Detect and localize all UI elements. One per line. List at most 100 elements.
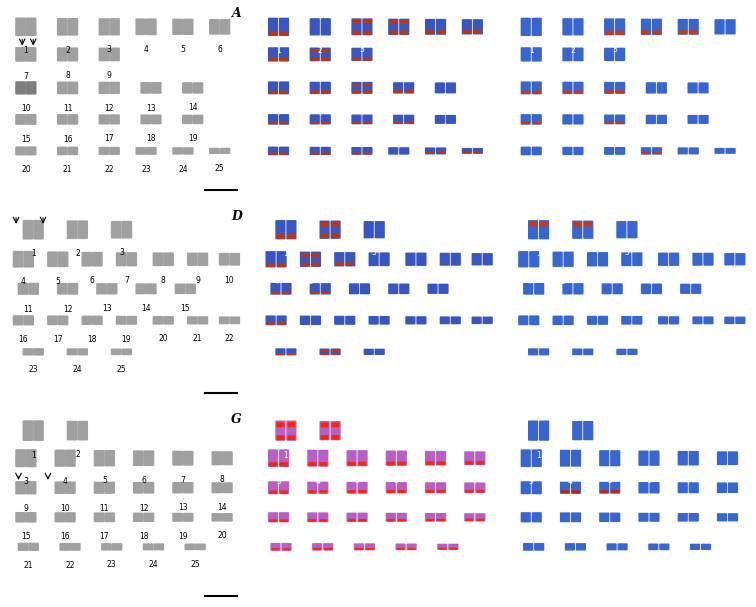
Text: 17: 17 — [53, 335, 63, 344]
Text: 18: 18 — [392, 532, 401, 541]
FancyBboxPatch shape — [476, 452, 485, 465]
FancyBboxPatch shape — [280, 31, 288, 35]
FancyBboxPatch shape — [268, 481, 278, 494]
FancyBboxPatch shape — [397, 548, 404, 550]
FancyBboxPatch shape — [183, 513, 194, 522]
FancyBboxPatch shape — [277, 251, 287, 268]
Text: 16: 16 — [271, 335, 281, 344]
FancyBboxPatch shape — [572, 421, 582, 440]
FancyBboxPatch shape — [529, 251, 539, 268]
FancyBboxPatch shape — [561, 490, 569, 493]
Text: 25: 25 — [696, 560, 705, 569]
FancyBboxPatch shape — [425, 482, 435, 493]
Text: 18: 18 — [88, 335, 97, 344]
Text: 10: 10 — [477, 276, 487, 285]
FancyBboxPatch shape — [621, 316, 631, 325]
FancyBboxPatch shape — [621, 253, 631, 266]
FancyBboxPatch shape — [436, 482, 446, 493]
FancyBboxPatch shape — [300, 251, 310, 267]
Text: 16: 16 — [524, 335, 534, 344]
FancyBboxPatch shape — [280, 121, 288, 124]
Text: F: F — [739, 210, 747, 223]
FancyBboxPatch shape — [151, 115, 162, 124]
Text: 21: 21 — [699, 334, 708, 344]
Text: 22: 22 — [318, 561, 327, 569]
FancyBboxPatch shape — [144, 450, 154, 466]
FancyBboxPatch shape — [308, 490, 316, 493]
FancyBboxPatch shape — [649, 513, 659, 522]
FancyBboxPatch shape — [604, 115, 615, 124]
FancyBboxPatch shape — [229, 253, 240, 266]
FancyBboxPatch shape — [562, 82, 572, 94]
Text: 19: 19 — [178, 532, 187, 541]
FancyBboxPatch shape — [352, 48, 361, 61]
FancyBboxPatch shape — [57, 251, 68, 267]
FancyBboxPatch shape — [135, 18, 146, 35]
Text: 7: 7 — [376, 276, 382, 285]
FancyBboxPatch shape — [583, 348, 593, 355]
Text: 7: 7 — [433, 475, 438, 484]
Text: 2: 2 — [65, 46, 70, 55]
FancyBboxPatch shape — [364, 83, 371, 86]
FancyBboxPatch shape — [330, 348, 341, 355]
Text: 1: 1 — [284, 249, 288, 259]
FancyBboxPatch shape — [311, 152, 319, 155]
Text: 19: 19 — [693, 134, 703, 143]
FancyBboxPatch shape — [267, 263, 274, 267]
Text: 25: 25 — [116, 365, 126, 374]
FancyBboxPatch shape — [528, 348, 538, 355]
Text: 10: 10 — [713, 8, 723, 17]
FancyBboxPatch shape — [366, 548, 374, 550]
FancyBboxPatch shape — [616, 121, 624, 124]
FancyBboxPatch shape — [65, 512, 76, 523]
FancyBboxPatch shape — [279, 512, 289, 523]
FancyBboxPatch shape — [269, 58, 277, 61]
FancyBboxPatch shape — [218, 253, 230, 266]
Text: 18: 18 — [340, 335, 349, 344]
Text: 7: 7 — [124, 276, 129, 285]
FancyBboxPatch shape — [26, 481, 36, 495]
Text: 9: 9 — [23, 504, 28, 514]
FancyBboxPatch shape — [312, 263, 320, 266]
FancyBboxPatch shape — [187, 316, 197, 325]
FancyBboxPatch shape — [389, 30, 397, 35]
FancyBboxPatch shape — [23, 220, 33, 240]
Text: 24: 24 — [401, 560, 411, 569]
Text: 25: 25 — [467, 164, 477, 173]
FancyBboxPatch shape — [600, 490, 609, 493]
FancyBboxPatch shape — [464, 483, 475, 493]
FancyBboxPatch shape — [539, 220, 549, 239]
Text: 20: 20 — [159, 334, 168, 344]
FancyBboxPatch shape — [163, 316, 174, 325]
FancyBboxPatch shape — [321, 47, 331, 61]
Text: 20: 20 — [21, 165, 31, 174]
FancyBboxPatch shape — [310, 82, 320, 94]
Text: 8: 8 — [725, 475, 730, 484]
FancyBboxPatch shape — [324, 548, 332, 550]
FancyBboxPatch shape — [616, 90, 624, 93]
FancyBboxPatch shape — [23, 348, 33, 356]
Text: H: H — [482, 413, 494, 426]
FancyBboxPatch shape — [322, 49, 330, 52]
Text: 15: 15 — [448, 211, 457, 220]
FancyBboxPatch shape — [476, 461, 485, 464]
FancyBboxPatch shape — [92, 252, 103, 266]
FancyBboxPatch shape — [269, 490, 277, 493]
FancyBboxPatch shape — [279, 449, 289, 467]
Text: 20: 20 — [526, 165, 536, 174]
FancyBboxPatch shape — [425, 148, 435, 154]
FancyBboxPatch shape — [521, 81, 531, 94]
Text: 6: 6 — [141, 476, 146, 485]
FancyBboxPatch shape — [352, 152, 361, 154]
FancyBboxPatch shape — [573, 47, 584, 61]
FancyBboxPatch shape — [212, 451, 222, 466]
FancyBboxPatch shape — [65, 450, 76, 467]
FancyBboxPatch shape — [438, 548, 446, 549]
Text: 17: 17 — [357, 134, 367, 143]
Text: 25: 25 — [370, 365, 379, 374]
FancyBboxPatch shape — [109, 82, 120, 94]
FancyBboxPatch shape — [77, 421, 88, 441]
FancyBboxPatch shape — [689, 30, 698, 34]
FancyBboxPatch shape — [436, 513, 446, 521]
FancyBboxPatch shape — [610, 512, 621, 522]
